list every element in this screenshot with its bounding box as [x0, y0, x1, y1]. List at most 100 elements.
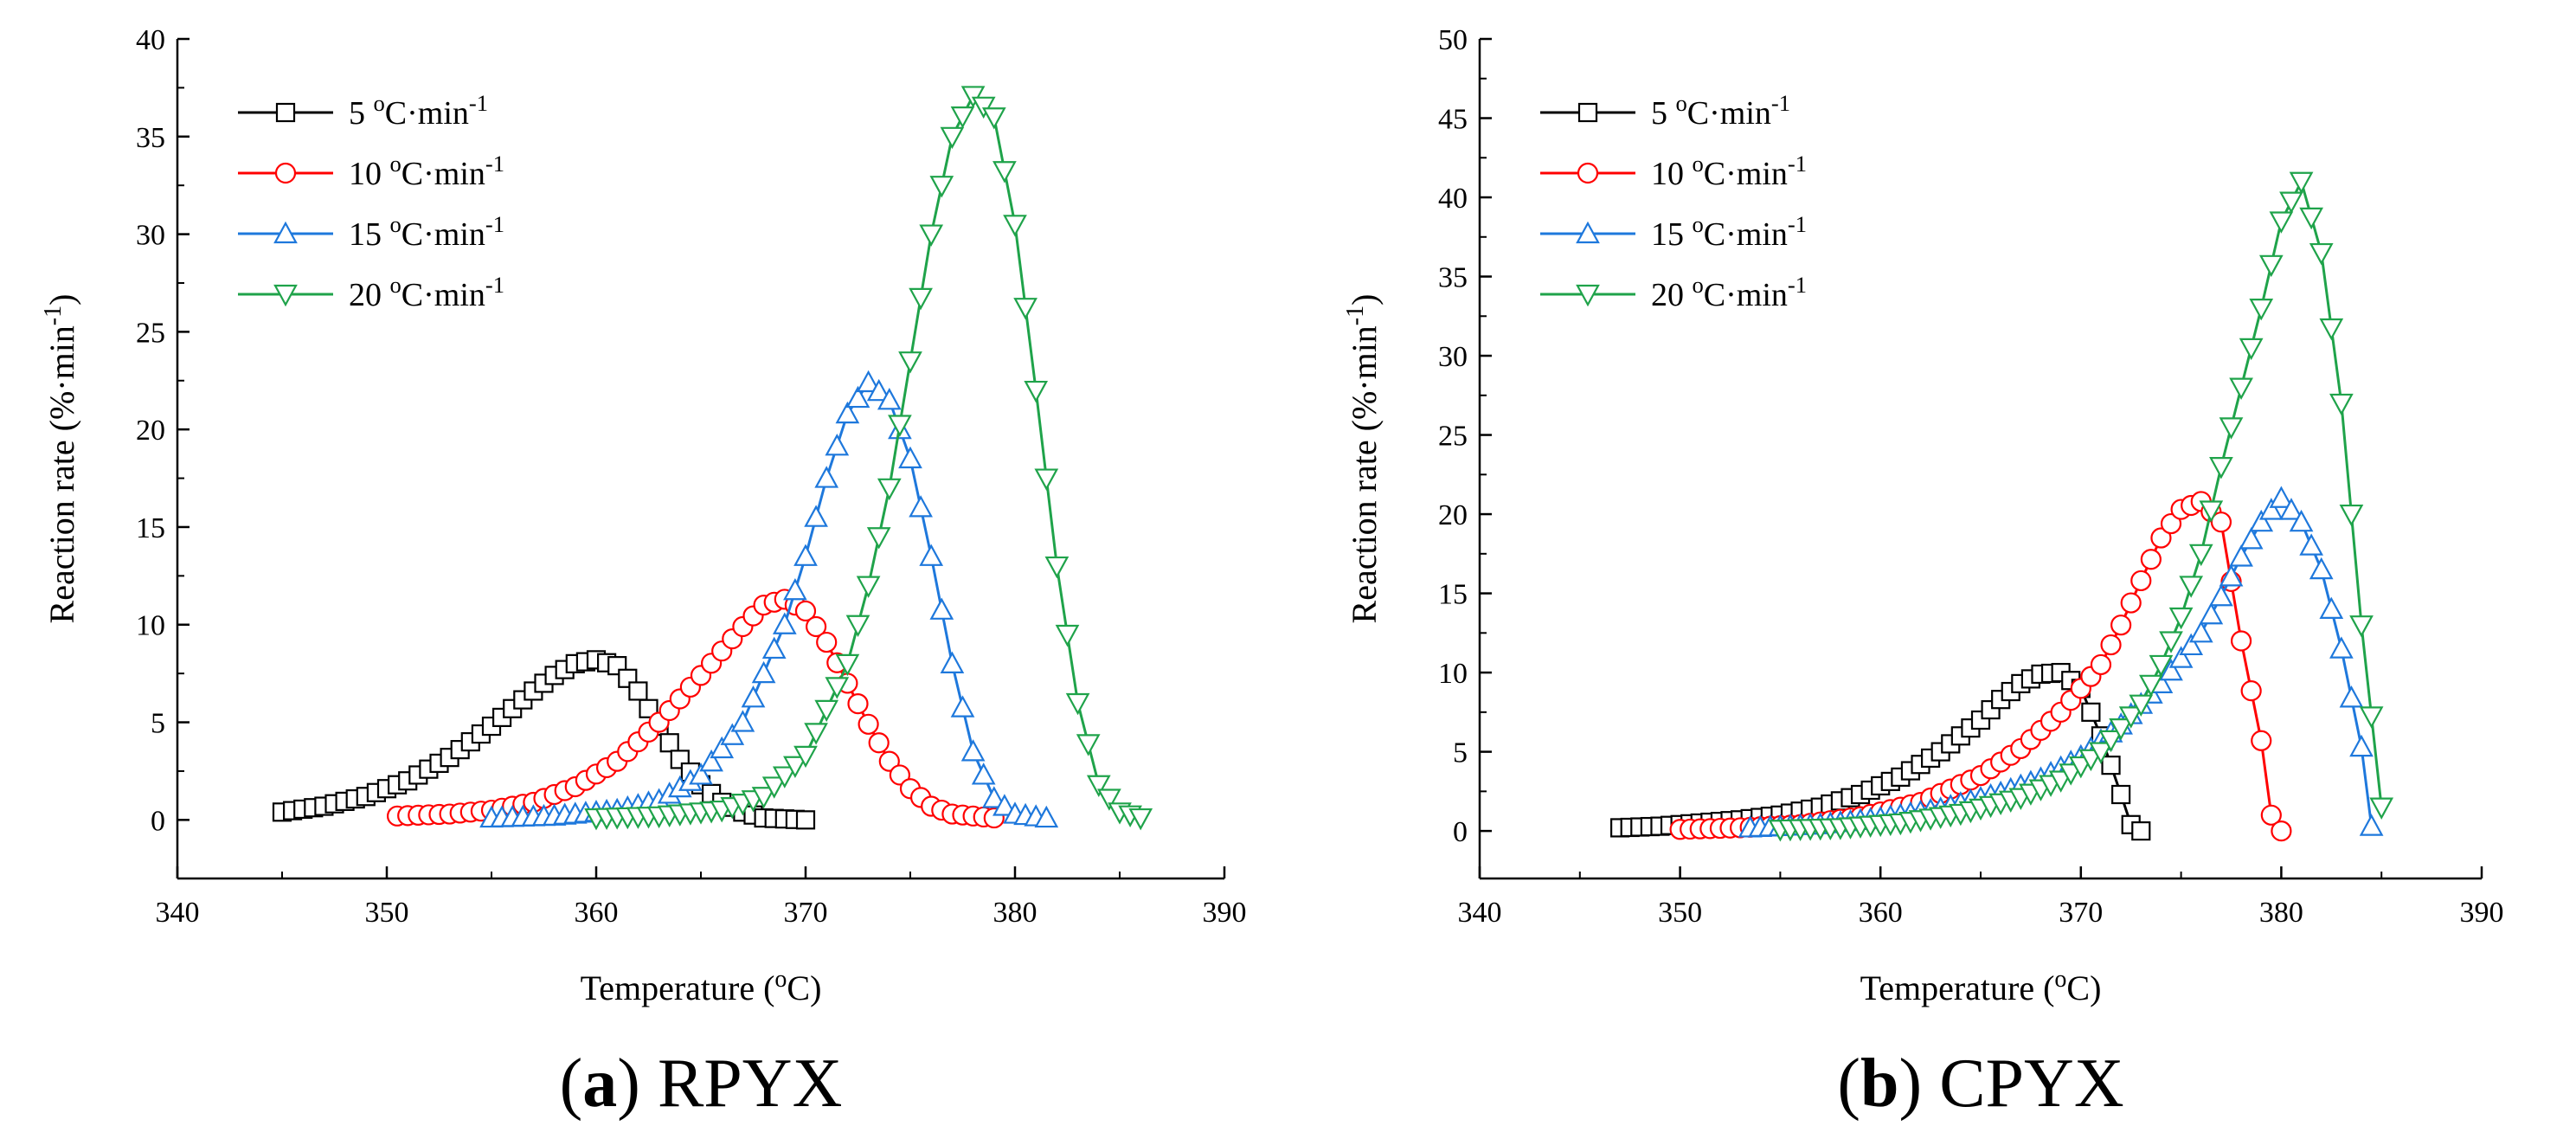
data-point: [866, 527, 891, 550]
data-point: [909, 287, 933, 311]
legend-label: 5 oC·min-1: [1651, 90, 1790, 132]
data-point: [2289, 509, 2314, 532]
data-point: [793, 544, 818, 566]
y-tick-label: 0: [1453, 816, 1468, 848]
data-point: [710, 736, 735, 759]
data-point: [2159, 658, 2183, 681]
data-point: [1065, 692, 1090, 716]
x-tick-label: 380: [2259, 897, 2303, 929]
data-point: [835, 653, 860, 677]
data-point: [2090, 653, 2112, 676]
series-4: [1768, 171, 2394, 842]
x-tick-label: 340: [1458, 897, 1502, 929]
data-point: [1076, 734, 1101, 756]
y-axis-title: Reaction rate (%·min-1): [1342, 294, 1384, 624]
y-tick-label: 35: [1438, 262, 1468, 294]
data-point: [2258, 498, 2284, 520]
legend-label: 20 oC·min-1: [1651, 272, 1807, 313]
data-point: [2118, 706, 2143, 729]
data-point: [898, 351, 922, 374]
data-point: [845, 615, 870, 638]
y-tick-label: 40: [136, 24, 165, 56]
data-point: [825, 677, 850, 699]
x-axis-title: Temperature (oC): [581, 966, 822, 1008]
data-point: [2349, 615, 2374, 638]
legend-label: 10 oC·min-1: [1651, 151, 1807, 192]
data-point: [2081, 702, 2101, 722]
x-tick-label: 380: [993, 897, 1037, 929]
x-tick-label: 370: [2059, 897, 2103, 929]
data-point: [2339, 685, 2364, 708]
data-point: [2129, 694, 2154, 717]
data-point: [2229, 544, 2253, 567]
data-point: [1044, 556, 1070, 579]
legend-label: 15 oC·min-1: [349, 211, 504, 253]
y-tick-label: 30: [136, 220, 165, 252]
data-point: [2271, 820, 2292, 842]
data-point: [2160, 512, 2182, 535]
data-point: [2149, 654, 2174, 678]
data-point: [2150, 527, 2172, 549]
data-point: [2240, 680, 2262, 702]
x-tick-label: 390: [1203, 897, 1247, 929]
y-tick-label: 15: [136, 512, 165, 544]
data-point: [2239, 527, 2264, 550]
data-point: [2349, 734, 2374, 757]
data-point: [2179, 633, 2204, 656]
data-point: [772, 766, 797, 788]
data-point: [2168, 607, 2194, 630]
data-point: [981, 107, 1006, 130]
data-point: [940, 126, 965, 150]
data-point: [1013, 298, 1037, 320]
data-point: [2199, 602, 2224, 625]
data-point: [804, 723, 828, 745]
legend-label: 10 oC·min-1: [349, 151, 504, 192]
data-point: [814, 466, 839, 488]
data-point: [2120, 592, 2142, 614]
data-point: [2110, 615, 2132, 636]
legend-label: 20 oC·min-1: [349, 272, 504, 313]
chart-panel-a: 340 350 360 370 380 390 0 5 10 15 20 25 30 35 40 Temper…: [40, 24, 1247, 1122]
y-tick-label: 10: [1438, 658, 1468, 690]
data-point: [2359, 706, 2384, 729]
data-point: [868, 732, 890, 754]
data-point: [847, 693, 869, 715]
data-point: [741, 685, 766, 708]
data-point: [2199, 500, 2224, 523]
y-axis-title: Reaction rate (%·min-1): [40, 294, 82, 624]
data-point: [2289, 171, 2314, 195]
x-tick-label: 350: [1658, 897, 1702, 929]
data-point: [783, 577, 807, 601]
data-point: [2100, 634, 2122, 656]
data-point: [2179, 576, 2204, 598]
data-point: [2188, 621, 2213, 643]
data-point: [795, 810, 816, 830]
data-point: [730, 710, 755, 732]
x-axis-title: Temperature (oC): [1860, 966, 2102, 1008]
data-point: [720, 723, 745, 745]
data-point: [2109, 718, 2133, 741]
legend-marker: [273, 284, 298, 307]
data-point: [1034, 468, 1059, 491]
data-point: [793, 745, 818, 769]
data-point: [950, 106, 975, 129]
data-point: [1128, 808, 1153, 831]
data-point: [2369, 797, 2394, 820]
data-point: [2339, 504, 2364, 527]
data-point: [1003, 215, 1027, 237]
data-point: [2309, 557, 2334, 580]
data-point: [856, 576, 881, 598]
data-point: [2159, 631, 2183, 653]
data-point: [814, 699, 839, 723]
legend-marker: [1576, 221, 1600, 244]
data-point: [992, 161, 1017, 183]
data-point: [2168, 646, 2194, 668]
data-point: [2258, 254, 2284, 278]
data-point: [816, 631, 838, 653]
data-point: [2319, 596, 2344, 619]
data-point: [919, 544, 944, 566]
y-tick-label: 25: [136, 317, 165, 349]
data-point: [2230, 630, 2252, 652]
legend-marker: [1576, 284, 1600, 307]
legend-marker: [1577, 102, 1598, 123]
